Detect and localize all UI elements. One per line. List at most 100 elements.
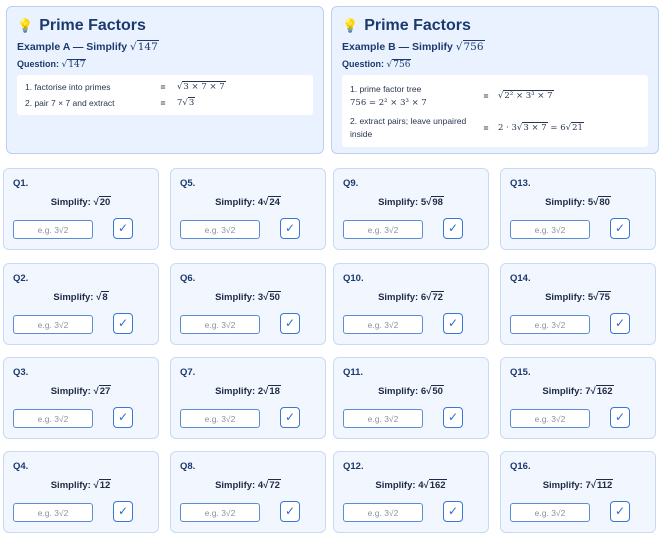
step-label: 1. factorise into primes	[25, 82, 111, 92]
check-answer-button[interactable]: ✓	[443, 218, 463, 239]
question-card: Q9. Simplify: 5√98 ✓	[333, 168, 489, 250]
check-icon: ✓	[284, 410, 296, 424]
example-a-subtitle: Example A — Simplify √147	[17, 40, 159, 53]
check-answer-button[interactable]: ✓	[113, 313, 133, 334]
step-label: 2. extract pairs; leave unpaired inside	[350, 116, 467, 139]
example-a-heading: 💡 Prime Factors	[17, 16, 313, 36]
answer-input[interactable]	[343, 409, 423, 428]
check-icon: ✓	[447, 504, 459, 518]
question-card: Q8. Simplify: 4√72 ✓	[170, 451, 326, 533]
answer-input[interactable]	[343, 503, 423, 522]
question-card: Q2. Simplify: √8 ✓	[3, 263, 159, 345]
example-b-panel: 💡 Prime Factors Example B — Simplify √75…	[331, 6, 659, 154]
question-prompt: Simplify: √8	[53, 291, 109, 303]
question-number: Q13.	[510, 178, 531, 189]
answer-input[interactable]	[510, 220, 590, 239]
answer-input[interactable]	[510, 503, 590, 522]
example-b-question: Question: √756	[342, 59, 412, 70]
check-answer-button[interactable]: ✓	[610, 313, 630, 334]
check-icon: ✓	[614, 504, 626, 518]
question-number: Q16.	[510, 461, 531, 472]
question-prompt: Simplify: √20	[50, 196, 112, 208]
example-b-step-2: 2. extract pairs; leave unpaired inside …	[350, 116, 584, 139]
question-card: Q12. Simplify: 4√162 ✓	[333, 451, 489, 533]
question-number: Q14.	[510, 273, 531, 284]
answer-input[interactable]	[13, 409, 93, 428]
question-prompt: Simplify: √27	[50, 385, 112, 397]
question-card: Q16. Simplify: 7√112 ✓	[500, 451, 656, 533]
question-card: Q3. Simplify: √27 ✓	[3, 357, 159, 439]
check-icon: ✓	[614, 221, 626, 235]
answer-input[interactable]	[13, 315, 93, 334]
check-answer-button[interactable]: ✓	[113, 407, 133, 428]
check-answer-button[interactable]: ✓	[280, 501, 300, 522]
step-label: 2. pair 7 × 7 and extract	[25, 98, 115, 108]
check-icon: ✓	[447, 410, 459, 424]
question-prompt: Simplify: 5√80	[545, 196, 611, 208]
question-number: Q8.	[180, 461, 196, 472]
example-a-title: Prime Factors	[39, 17, 146, 34]
check-icon: ✓	[117, 504, 129, 518]
question-number: Q9.	[343, 178, 359, 189]
check-answer-button[interactable]: ✓	[280, 407, 300, 428]
check-answer-button[interactable]: ✓	[280, 218, 300, 239]
example-b-step-1: 1. prime factor tree 756 = 2² × 3³ × 7 =…	[350, 83, 554, 108]
check-icon: ✓	[284, 316, 296, 330]
example-b-steps: 1. prime factor tree 756 = 2² × 3³ × 7 =…	[342, 75, 648, 147]
check-icon: ✓	[447, 221, 459, 235]
example-a-panel: 💡 Prime Factors Example A — Simplify √14…	[6, 6, 324, 154]
question-prompt: Simplify: 6√50	[378, 385, 444, 397]
check-answer-button[interactable]: ✓	[443, 501, 463, 522]
step-result: √2² × 3³ × 7	[498, 90, 554, 101]
question-prompt: Simplify: 4√72	[215, 479, 281, 491]
answer-input[interactable]	[13, 503, 93, 522]
answer-input[interactable]	[180, 409, 260, 428]
answer-input[interactable]	[343, 315, 423, 334]
answer-input[interactable]	[13, 220, 93, 239]
example-b-subtitle: Example B — Simplify √756	[342, 40, 485, 53]
question-number: Q10.	[343, 273, 364, 284]
answer-input[interactable]	[180, 315, 260, 334]
check-icon: ✓	[117, 316, 129, 330]
question-card: Q15. Simplify: 7√162 ✓	[500, 357, 656, 439]
check-answer-button[interactable]: ✓	[610, 218, 630, 239]
question-number: Q4.	[13, 461, 29, 472]
question-card: Q7. Simplify: 2√18 ✓	[170, 357, 326, 439]
check-answer-button[interactable]: ✓	[443, 313, 463, 334]
question-prompt: Simplify: 4√24	[215, 196, 281, 208]
question-number: Q11.	[343, 367, 364, 378]
question-prompt: Simplify: 5√98	[378, 196, 444, 208]
answer-input[interactable]	[180, 503, 260, 522]
check-icon: ✓	[284, 504, 296, 518]
answer-input[interactable]	[510, 409, 590, 428]
check-answer-button[interactable]: ✓	[610, 501, 630, 522]
step-result: 2 · 3√3 × 7 = 6√21	[498, 122, 584, 133]
check-icon: ✓	[614, 316, 626, 330]
check-answer-button[interactable]: ✓	[610, 407, 630, 428]
example-a-question: Question: √147	[17, 59, 87, 70]
question-number: Q7.	[180, 367, 196, 378]
answer-input[interactable]	[510, 315, 590, 334]
question-card: Q10. Simplify: 6√72 ✓	[333, 263, 489, 345]
question-card: Q1. Simplify: √20 ✓	[3, 168, 159, 250]
factor-tree-line: 756 = 2² × 3³ × 7	[350, 97, 427, 108]
question-prompt: Simplify: 4√162	[375, 479, 447, 491]
answer-input[interactable]	[343, 220, 423, 239]
check-answer-button[interactable]: ✓	[443, 407, 463, 428]
question-prompt: Simplify: 7√162	[542, 385, 614, 397]
example-b-heading: 💡 Prime Factors	[342, 16, 648, 36]
question-number: Q3.	[13, 367, 29, 378]
check-answer-button[interactable]: ✓	[280, 313, 300, 334]
step-result: 7√3	[177, 97, 196, 108]
question-prompt: Simplify: 5√75	[545, 291, 611, 303]
answer-input[interactable]	[180, 220, 260, 239]
question-number: Q2.	[13, 273, 29, 284]
question-card: Q11. Simplify: 6√50 ✓	[333, 357, 489, 439]
check-answer-button[interactable]: ✓	[113, 501, 133, 522]
check-icon: ✓	[117, 410, 129, 424]
lightbulb-icon: 💡	[342, 17, 359, 33]
question-number: Q1.	[13, 178, 29, 189]
question-card: Q4. Simplify: √12 ✓	[3, 451, 159, 533]
check-answer-button[interactable]: ✓	[113, 218, 133, 239]
question-card: Q13. Simplify: 5√80 ✓	[500, 168, 656, 250]
